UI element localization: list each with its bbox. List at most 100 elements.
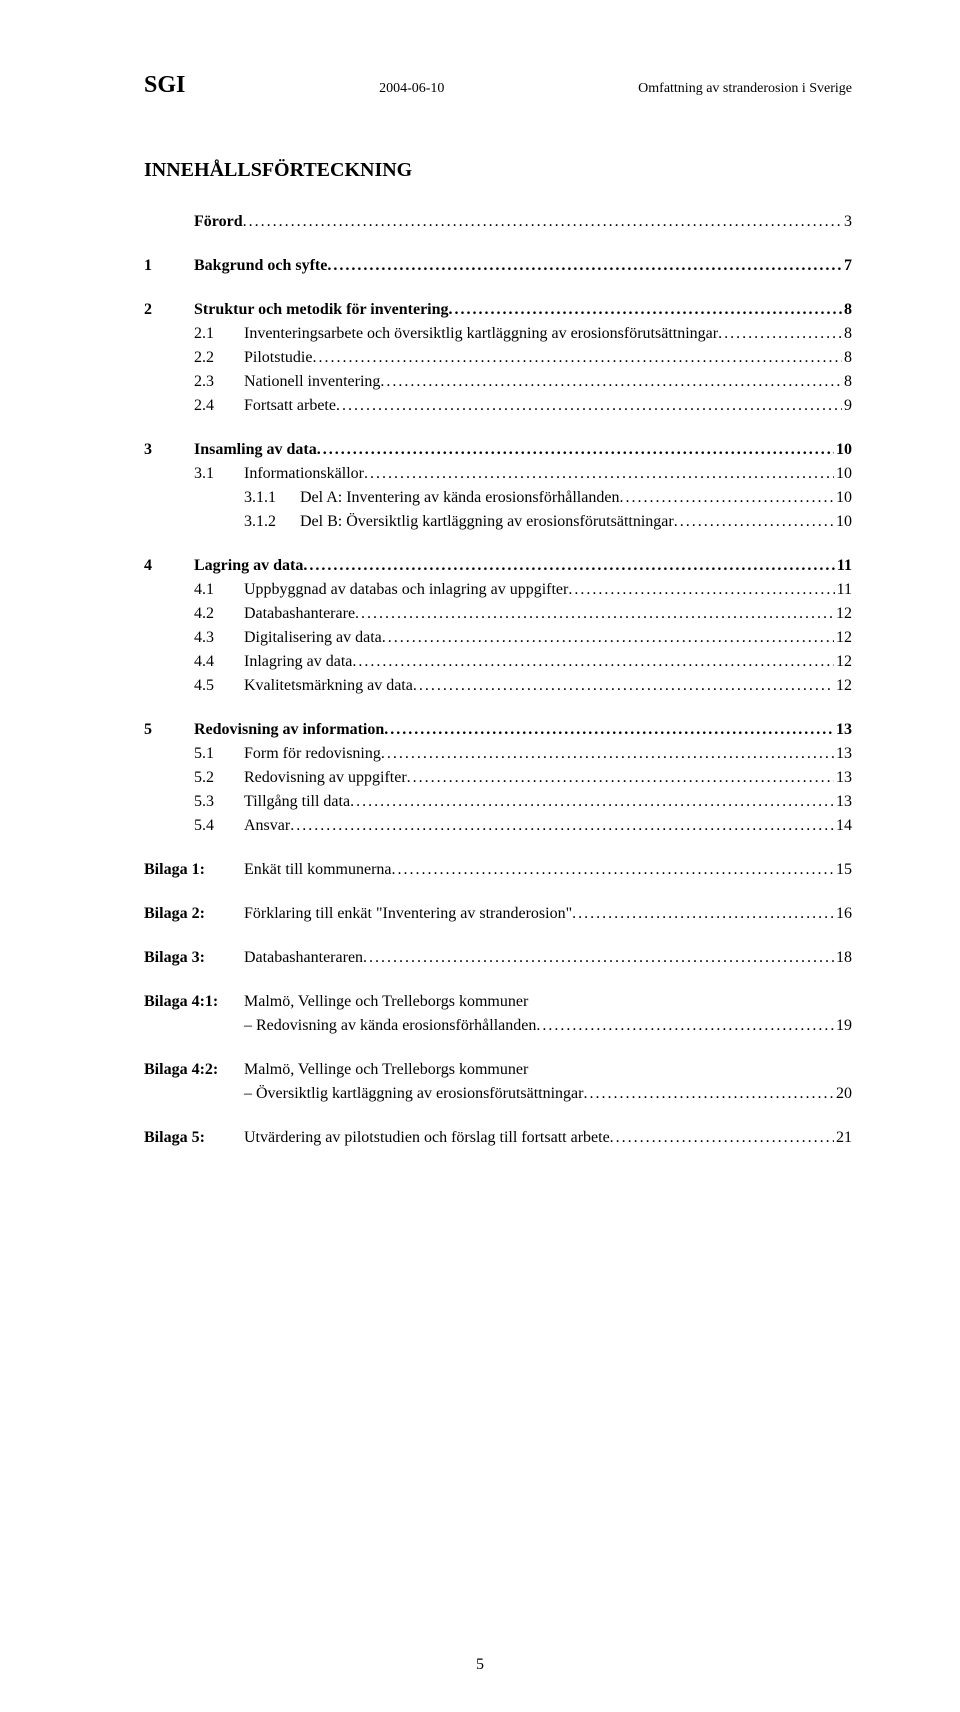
bilaga-text-line2: – Redovisning av kända erosionsförhållan… (244, 1014, 536, 1038)
toc-entry-bilaga-1: Bilaga 1: Enkät till kommunerna 15 (144, 858, 852, 882)
toc-leader (364, 462, 834, 486)
toc-entry-4-5: 4.5 Kvalitetsmärkning av data 12 (194, 674, 852, 698)
toc-leader (312, 346, 842, 370)
toc-page: 20 (834, 1082, 852, 1106)
toc-entry-5-1: 5.1 Form för redovisning 13 (194, 742, 852, 766)
toc-page: 12 (834, 674, 852, 698)
toc-num: 3.1.1 (244, 486, 300, 510)
toc-leader (619, 486, 834, 510)
toc-label: Informationskällor (244, 462, 364, 486)
toc-num: 5.2 (194, 766, 244, 790)
toc-page: 10 (834, 438, 852, 462)
bilaga-text: Utvärdering av pilotstudien och förslag … (244, 1126, 610, 1150)
toc-num: 1 (144, 254, 194, 278)
toc-leader (384, 718, 834, 742)
toc-num: 5.4 (194, 814, 244, 838)
header-date: 2004-06-10 (379, 81, 444, 97)
toc-num: 5.3 (194, 790, 244, 814)
toc-entry-5-3: 5.3 Tillgång till data 13 (194, 790, 852, 814)
toc-leader (381, 742, 834, 766)
toc-page: 9 (842, 394, 852, 418)
toc-page: 12 (834, 626, 852, 650)
toc-leader (536, 1014, 834, 1038)
toc-entry-2-1: 2.1 Inventeringsarbete och översiktlig k… (194, 322, 852, 346)
toc-leader (327, 254, 842, 278)
toc-num: 2.2 (194, 346, 244, 370)
bilaga-text-line2: – Översiktlig kartläggning av erosionsfö… (244, 1082, 583, 1106)
toc-entry-bilaga-5: Bilaga 5: Utvärdering av pilotstudien oc… (144, 1126, 852, 1150)
toc-page: 12 (834, 650, 852, 674)
toc-num: 3 (144, 438, 194, 462)
toc-page: 13 (834, 790, 852, 814)
toc-page: 12 (834, 602, 852, 626)
toc-label: Pilotstudie (244, 346, 312, 370)
bilaga-label: Bilaga 3: (144, 946, 244, 970)
toc-leader (303, 554, 835, 578)
toc-entry-4-2: 4.2 Databashanterare 12 (194, 602, 852, 626)
toc-label: Inventeringsarbete och översiktlig kartl… (244, 322, 718, 346)
toc-page: 8 (842, 370, 852, 394)
bilaga-text-line1: Malmö, Vellinge och Trelleborgs kommuner (244, 1058, 528, 1082)
bilaga-label: Bilaga 5: (144, 1126, 244, 1150)
toc-leader (718, 322, 842, 346)
toc-num: 2.3 (194, 370, 244, 394)
toc-label: Bakgrund och syfte (194, 254, 327, 278)
toc-num: 4 (144, 554, 194, 578)
toc-entry-3-1: 3.1 Informationskällor 10 (194, 462, 852, 486)
toc-leader (610, 1126, 834, 1150)
toc-leader (352, 650, 834, 674)
toc-page: 8 (842, 322, 852, 346)
toc-page: 21 (834, 1126, 852, 1150)
toc-label: Del B: Översiktlig kartläggning av erosi… (300, 510, 674, 534)
bilaga-text: Databashanteraren (244, 946, 363, 970)
toc-label: Redovisning av uppgifter (244, 766, 407, 790)
toc-num: 4.5 (194, 674, 244, 698)
toc-page: 7 (842, 254, 852, 278)
toc-leader (407, 766, 834, 790)
toc-entry-1: 1 Bakgrund och syfte 7 (144, 254, 852, 278)
toc-label: Insamling av data (194, 438, 317, 462)
toc-entry-5-2: 5.2 Redovisning av uppgifter 13 (194, 766, 852, 790)
header-doc-title: Omfattning av stranderosion i Sverige (638, 81, 852, 97)
toc-page: 10 (834, 486, 852, 510)
toc-page: 13 (834, 742, 852, 766)
toc-label: Struktur och metodik för inventering (194, 298, 449, 322)
toc-entry-4-3: 4.3 Digitalisering av data 12 (194, 626, 852, 650)
toc-label: Tillgång till data (244, 790, 350, 814)
toc-leader (413, 674, 834, 698)
toc-page: 3 (842, 210, 852, 234)
toc-label: Fortsatt arbete (244, 394, 336, 418)
toc-page: 11 (835, 554, 852, 578)
toc-entry-2-2: 2.2 Pilotstudie 8 (194, 346, 852, 370)
toc-leader (392, 858, 834, 882)
toc-label: Redovisning av information (194, 718, 384, 742)
toc-num: 4.2 (194, 602, 244, 626)
toc-entry-3-1-2: 3.1.2 Del B: Översiktlig kartläggning av… (244, 510, 852, 534)
toc-num: 2.1 (194, 322, 244, 346)
toc-label: Uppbyggnad av databas och inlagring av u… (244, 578, 568, 602)
toc-num: 3.1 (194, 462, 244, 486)
toc-leader (382, 626, 834, 650)
toc-page: 10 (834, 462, 852, 486)
toc-page: 18 (834, 946, 852, 970)
toc-entry-4: 4 Lagring av data 11 (144, 554, 852, 578)
toc-label: Lagring av data (194, 554, 303, 578)
toc-leader (572, 902, 834, 926)
toc-page: 11 (835, 578, 852, 602)
toc-entry-2-4: 2.4 Fortsatt arbete 9 (194, 394, 852, 418)
toc-leader (290, 814, 834, 838)
toc-num: 5.1 (194, 742, 244, 766)
toc-page: 8 (842, 298, 852, 322)
toc-page: 13 (834, 718, 852, 742)
toc-label: Nationell inventering (244, 370, 380, 394)
toc-leader (568, 578, 834, 602)
page-header: SGI 2004-06-10 Omfattning av stranderosi… (144, 72, 852, 99)
bilaga-text: Förklaring till enkät "Inventering av st… (244, 902, 572, 926)
toc-num: 4.4 (194, 650, 244, 674)
toc-num: 4.1 (194, 578, 244, 602)
table-of-contents: Förord 3 1 Bakgrund och syfte 7 2 Strukt… (144, 210, 852, 1150)
toc-entry-4-1: 4.1 Uppbyggnad av databas och inlagring … (194, 578, 852, 602)
toc-entry-bilaga-4-1: Bilaga 4:1:Malmö, Vellinge och Trellebor… (144, 990, 852, 1038)
toc-label: Kvalitetsmärkning av data (244, 674, 413, 698)
toc-leader (317, 438, 834, 462)
